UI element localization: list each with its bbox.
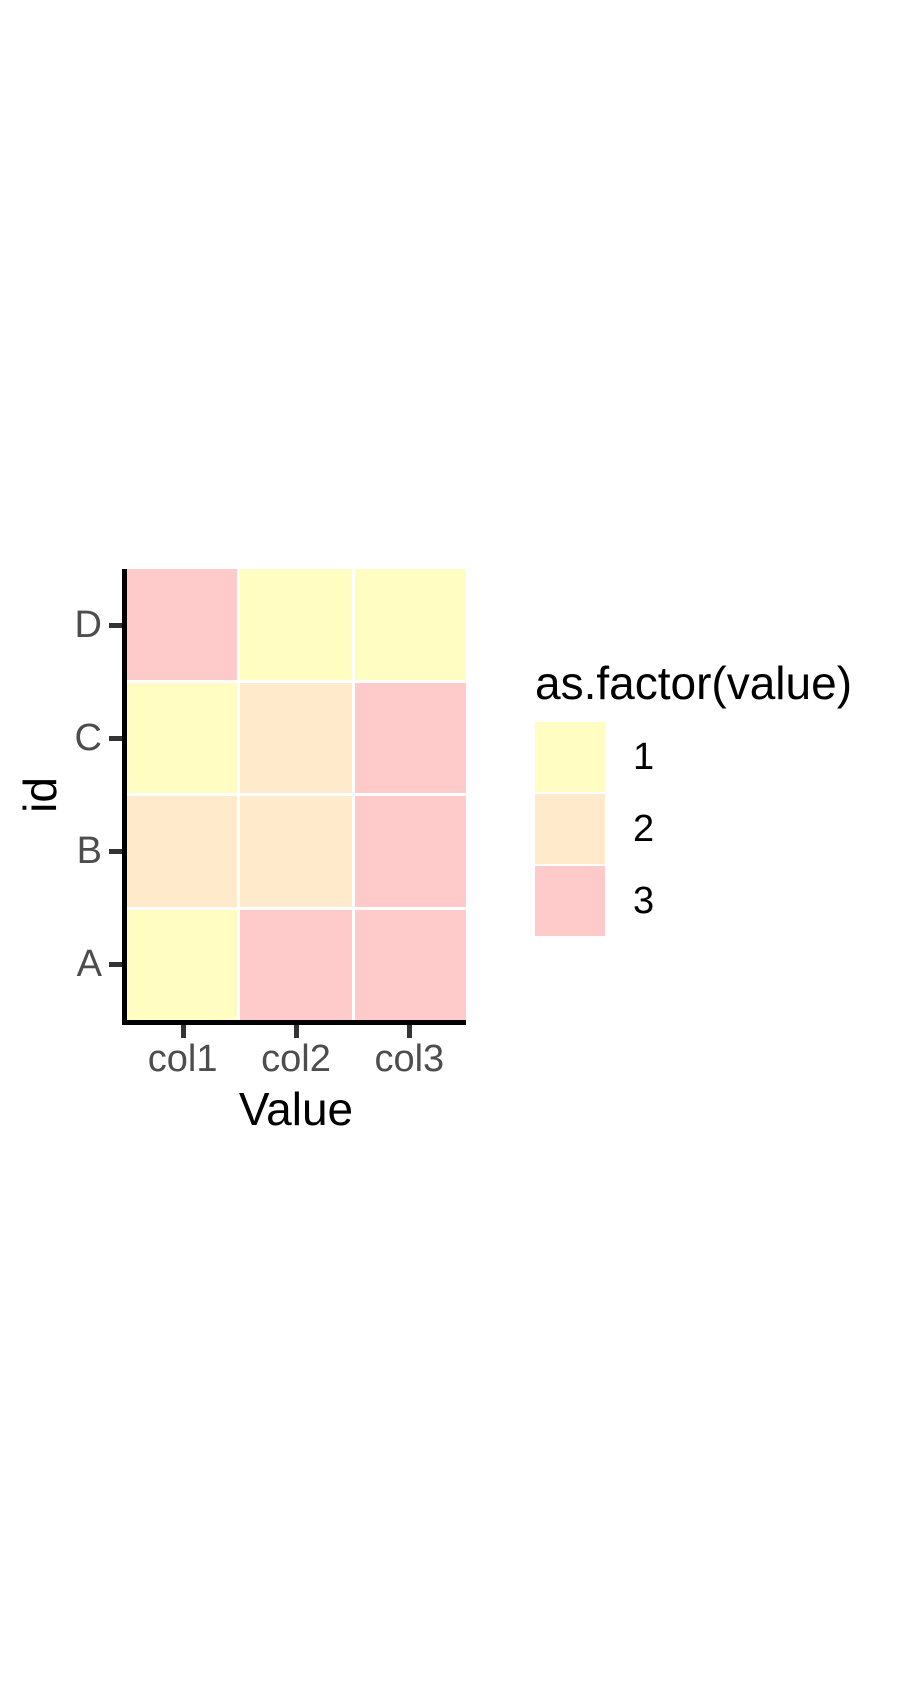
heatmap-cell-D-col3 bbox=[354, 569, 466, 680]
legend-label-2: 2 bbox=[633, 808, 655, 850]
x-tick-col1 bbox=[180, 1025, 186, 1038]
y-tick-D bbox=[109, 623, 122, 629]
legend-key-swatch-1 bbox=[535, 722, 605, 792]
legend-label-3: 3 bbox=[633, 880, 655, 922]
y-tick-label-B: B bbox=[76, 829, 102, 872]
legend-item-1: 1 bbox=[535, 722, 852, 792]
heatmap-cell-B-col3 bbox=[354, 796, 466, 907]
legend-key-swatch-2 bbox=[535, 794, 605, 864]
heatmap-cell-D-col1 bbox=[126, 569, 238, 680]
heatmap-panel bbox=[126, 569, 466, 1020]
heatmap-cell-B-col1 bbox=[126, 796, 238, 907]
x-tick-label-col3: col3 bbox=[374, 1038, 445, 1080]
y-tick-B bbox=[109, 848, 122, 854]
heatmap-cell-C-col3 bbox=[354, 682, 466, 793]
x-tick-col2 bbox=[294, 1025, 299, 1038]
legend-title: as.factor(value) bbox=[535, 657, 853, 709]
legend: as.factor(value) 1 2 3 bbox=[535, 655, 852, 938]
y-tick-label-C: C bbox=[74, 717, 102, 760]
heatmap-cell-A-col3 bbox=[354, 909, 466, 1020]
y-tick-A bbox=[109, 961, 122, 967]
y-axis-line bbox=[122, 569, 127, 1025]
x-axis-title: Value bbox=[238, 1083, 354, 1135]
x-axis-line bbox=[122, 1020, 466, 1025]
y-tick-C bbox=[109, 736, 122, 742]
x-tick-label-col1: col1 bbox=[147, 1038, 218, 1080]
x-tick-label-col2: col2 bbox=[261, 1038, 331, 1080]
y-axis-title: id bbox=[14, 777, 66, 813]
x-tick-col3 bbox=[407, 1025, 413, 1038]
heatmap-cell-C-col2 bbox=[240, 682, 352, 793]
heatmap-cell-C-col1 bbox=[126, 682, 238, 793]
y-tick-label-A: A bbox=[76, 942, 102, 985]
legend-key-swatch-3 bbox=[535, 866, 605, 936]
legend-label-1: 1 bbox=[633, 736, 655, 778]
legend-item-2: 2 bbox=[535, 794, 852, 864]
legend-items: 1 2 3 bbox=[535, 722, 852, 936]
heatmap-cell-B-col2 bbox=[240, 796, 352, 907]
heatmap-cell-A-col2 bbox=[240, 909, 352, 1020]
y-tick-label-D: D bbox=[74, 604, 102, 647]
heatmap-cell-D-col2 bbox=[240, 569, 352, 680]
legend-item-3: 3 bbox=[535, 866, 852, 936]
heatmap-cell-A-col1 bbox=[126, 909, 238, 1020]
